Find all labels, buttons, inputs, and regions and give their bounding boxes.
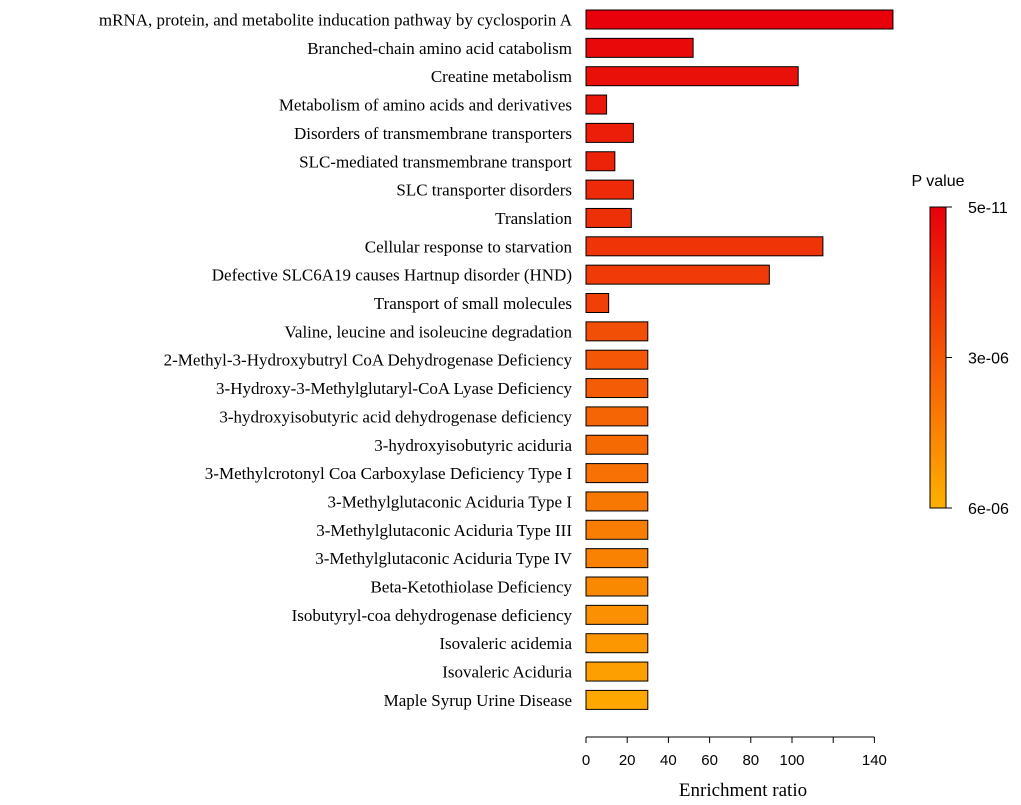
bar [585, 491, 649, 512]
category-label: 3-hydroxyisobutyric aciduria [374, 436, 572, 455]
category-label: 3-Methylglutaconic Aciduria Type III [316, 521, 572, 540]
category-labels: mRNA, protein, and metabolite inducation… [99, 11, 573, 710]
category-label: Defective SLC6A19 causes Hartnup disorde… [212, 266, 572, 285]
legend-tick-label: 3e-06 [968, 351, 1009, 368]
bar [585, 548, 649, 569]
category-label: SLC-mediated transmembrane transport [299, 152, 572, 171]
legend-color-bar [929, 206, 947, 509]
bar [585, 321, 649, 342]
category-label: SLC transporter disorders [396, 181, 572, 200]
bar [585, 434, 649, 455]
category-label: Isobutyryl-coa dehydrogenase deficiency [292, 606, 573, 625]
category-label: Maple Syrup Urine Disease [384, 691, 572, 710]
category-label: Branched-chain amino acid catabolism [307, 39, 572, 58]
bar [585, 94, 608, 115]
bars [585, 9, 894, 710]
bar [585, 151, 616, 172]
category-label: Translation [495, 209, 572, 228]
bar [585, 236, 824, 257]
category-label: Beta-Ketothiolase Deficiency [370, 578, 572, 597]
x-axis: 0 20 40 60 80 100 140 [582, 736, 887, 769]
category-label: Valine, leucine and isoleucine degradati… [285, 322, 573, 341]
x-tick-label: 80 [742, 752, 759, 769]
x-tick-label: 40 [660, 752, 677, 769]
bar [585, 463, 649, 484]
bar [585, 179, 634, 200]
bar [585, 66, 799, 87]
x-tick-label: 60 [701, 752, 718, 769]
x-axis-title: Enrichment ratio [679, 780, 807, 801]
category-label: Creatine metabolism [431, 67, 572, 86]
bar [585, 349, 649, 370]
category-label: Disorders of transmembrane transporters [294, 124, 572, 143]
bar [585, 293, 610, 313]
p-value-legend: P value 5e-11 3e-06 6e-06 [911, 173, 1009, 518]
x-tick-label: 140 [862, 752, 887, 769]
x-tick-label: 100 [779, 752, 804, 769]
legend-tick-label: 5e-11 [968, 200, 1008, 217]
bar [585, 633, 649, 654]
bar [585, 661, 649, 682]
category-label: 2-Methyl-3-Hydroxybutryl CoA Dehydrogena… [164, 351, 573, 370]
category-label: Isovaleric acidemia [439, 634, 572, 653]
bar [585, 519, 649, 540]
bar [585, 264, 770, 285]
category-label: Transport of small molecules [374, 294, 572, 313]
x-tick-label: 0 [582, 752, 590, 769]
bar [585, 689, 649, 710]
bar [585, 37, 694, 58]
bar [585, 604, 649, 625]
bar [585, 378, 649, 399]
category-label: Cellular response to starvation [365, 237, 573, 256]
category-label: Isovaleric Aciduria [442, 663, 572, 682]
category-label: 3-Methylcrotonyl Coa Carboxylase Deficie… [205, 464, 573, 483]
bar [585, 406, 649, 427]
category-label: 3-Hydroxy-3-Methylglutaryl-CoA Lyase Def… [216, 379, 572, 398]
bar [585, 122, 634, 143]
legend-tick-label: 6e-06 [968, 501, 1009, 518]
category-label: 3-Methylglutaconic Aciduria Type I [328, 492, 573, 511]
legend-ticks: 5e-11 3e-06 6e-06 [946, 200, 1009, 518]
legend-title: P value [911, 173, 964, 190]
category-label: mRNA, protein, and metabolite inducation… [99, 11, 573, 30]
category-label: 3-hydroxyisobutyric acid dehydrogenase d… [219, 407, 572, 426]
x-tick-label: 20 [619, 752, 636, 769]
bar [585, 207, 632, 228]
bar [585, 576, 649, 597]
category-label: Metabolism of amino acids and derivative… [279, 96, 572, 115]
bar [585, 9, 894, 30]
category-label: 3-Methylglutaconic Aciduria Type IV [315, 549, 572, 568]
